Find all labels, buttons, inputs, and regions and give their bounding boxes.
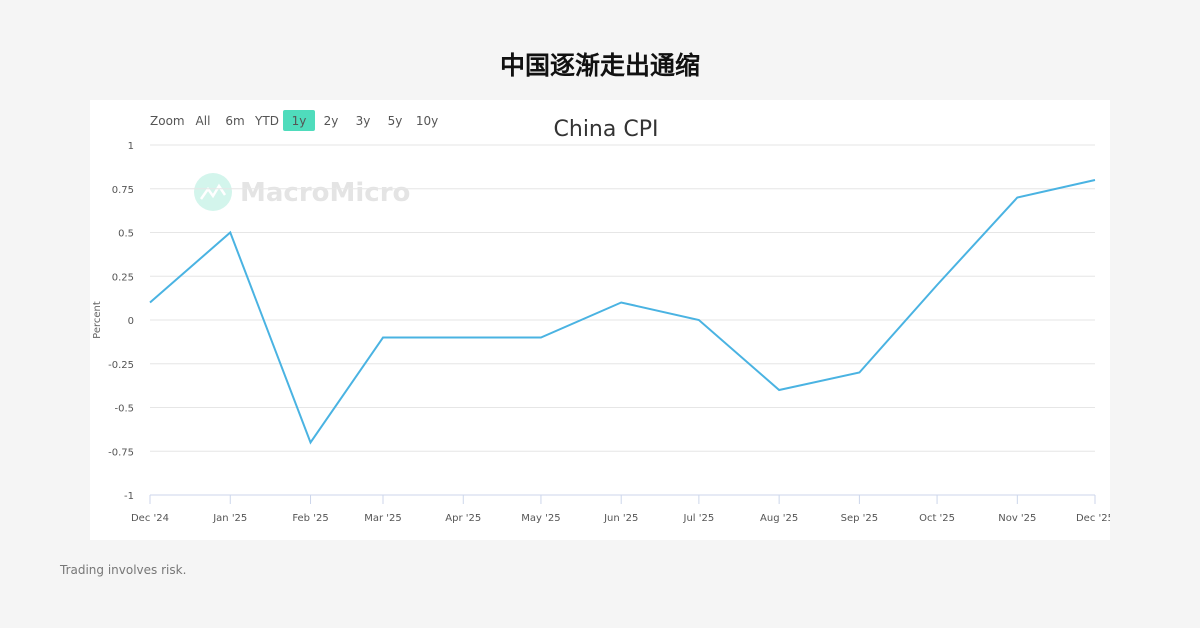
zoom-button-selected-bg[interactable] — [283, 110, 315, 131]
data-point[interactable] — [935, 283, 939, 287]
data-point[interactable] — [619, 301, 623, 305]
china-cpi-chart: MacroMicro 1 0.75 0.5 0.25 0 -0.25 -0.5 -0.75 -1 D… — [92, 110, 1114, 524]
x-tick-label: Jan '25 — [212, 513, 247, 524]
zoom-label: Zoom — [150, 114, 185, 128]
zoom-button-2y[interactable]: 2y — [324, 114, 339, 128]
watermark-text: MacroMicro — [240, 178, 410, 208]
data-point[interactable] — [461, 336, 465, 340]
y-tick-label: 1 — [128, 141, 134, 152]
data-point[interactable] — [777, 388, 781, 392]
data-point[interactable] — [697, 318, 701, 322]
x-tick-label: Oct '25 — [919, 513, 955, 524]
data-point[interactable] — [1015, 196, 1019, 200]
x-tick-label: Nov '25 — [998, 513, 1036, 524]
x-tick-label: Dec '24 — [131, 513, 169, 524]
data-point[interactable] — [228, 231, 232, 235]
y-tick-label: -0.75 — [108, 447, 134, 458]
data-point[interactable] — [381, 336, 385, 340]
x-tick-label: Dec '25 — [1076, 513, 1110, 524]
data-point[interactable] — [148, 301, 152, 305]
watermark-logo-icon — [194, 173, 232, 211]
y-tick-label: 0.5 — [118, 229, 134, 240]
y-tick-label: -0.25 — [108, 360, 134, 371]
x-tick-label: Jul '25 — [683, 513, 715, 524]
chart-title: China CPI — [554, 117, 659, 142]
x-tick-label: Apr '25 — [445, 513, 481, 524]
zoom-button-1y[interactable]: 1y — [292, 114, 307, 128]
y-tick-label: 0.25 — [112, 272, 134, 283]
x-tick-label: Jun '25 — [603, 513, 638, 524]
x-tick-label: Aug '25 — [760, 513, 798, 524]
series-line[interactable] — [149, 179, 1096, 445]
zoom-button-6m[interactable]: 6m — [225, 114, 244, 128]
zoom-button-3y[interactable]: 3y — [356, 114, 371, 128]
chart-card: MacroMicro 1 0.75 0.5 0.25 0 -0.25 -0.5 -0.75 -1 D… — [90, 100, 1114, 540]
data-point[interactable] — [857, 371, 861, 375]
zoom-button-all[interactable]: All — [196, 114, 211, 128]
y-axis-label: Percent — [92, 301, 103, 339]
zoom-button-ytd[interactable]: YTD — [254, 114, 279, 128]
x-tick-label: Mar '25 — [364, 513, 402, 524]
x-tick-label: May '25 — [521, 513, 560, 524]
data-point[interactable] — [539, 336, 543, 340]
data-point[interactable] — [309, 441, 313, 445]
y-tick-label: 0.75 — [112, 185, 134, 196]
page-title: 中国逐渐走出通缩 — [499, 51, 700, 80]
zoom-button-10y[interactable]: 10y — [416, 114, 438, 128]
zoom-button-5y[interactable]: 5y — [388, 114, 403, 128]
x-tick-label: Sep '25 — [841, 513, 879, 524]
data-point[interactable] — [1093, 178, 1097, 182]
x-tick-label: Feb '25 — [292, 513, 328, 524]
y-tick-label: 0 — [128, 316, 134, 327]
y-tick-label: -1 — [124, 491, 134, 502]
footer-disclaimer: Trading involves risk. — [60, 563, 187, 577]
y-tick-label: -0.5 — [114, 404, 134, 415]
